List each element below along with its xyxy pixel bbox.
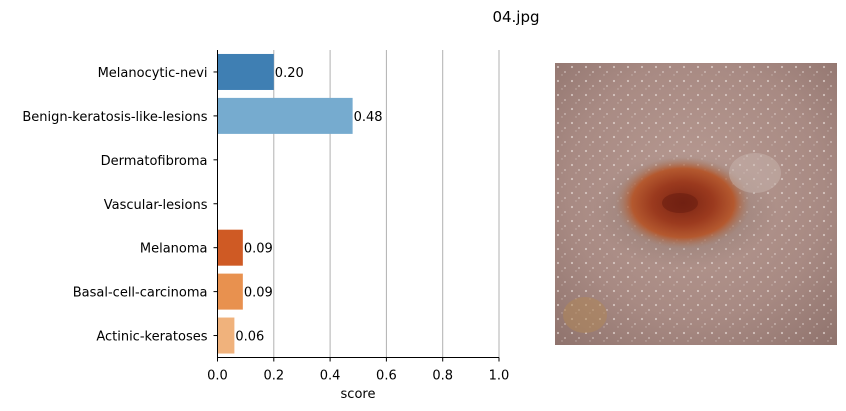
y-category-label: Vascular-lesions: [104, 198, 208, 213]
y-category-label: Basal-cell-carcinoma: [73, 286, 208, 301]
bar-value-label: 0.48: [354, 110, 383, 125]
grid-lines: [273, 50, 500, 358]
x-axis-label: score: [341, 387, 376, 402]
x-tick-label: 0.4: [320, 369, 341, 384]
y-category-label: Dermatofibroma: [101, 154, 208, 169]
y-category-label: Melanocytic-nevi: [98, 66, 208, 81]
x-tick-label: 0.2: [263, 369, 284, 384]
bar: [217, 317, 235, 354]
y-category-label: Benign-keratosis-like-lesions: [22, 110, 207, 125]
bars: [217, 53, 353, 354]
y-category-label: Actinic-keratoses: [96, 330, 207, 345]
bar-chart: 0.20 0.48 0.09 0.09 0.06 Melanocytic-nevi Ben…: [22, 50, 510, 402]
figure-title: 04.jpg: [492, 8, 540, 26]
bar: [217, 229, 243, 266]
skin-lesion-photo: [555, 63, 837, 345]
y-category-labels: Melanocytic-nevi Benign-keratosis-like-le…: [22, 66, 218, 345]
x-tick-labels: 0.0 0.2 0.4 0.6 0.8 1.0: [207, 357, 510, 384]
bar-value-label: 0.20: [275, 66, 304, 81]
x-tick-label: 0.8: [432, 369, 453, 384]
bar-value-label: 0.06: [235, 330, 264, 345]
bar: [217, 97, 353, 134]
x-tick-label: 1.0: [489, 369, 510, 384]
bar: [217, 273, 243, 310]
bar: [217, 53, 274, 90]
bar-value-label: 0.09: [244, 286, 273, 301]
x-tick-label: 0.6: [376, 369, 397, 384]
y-category-label: Melanoma: [140, 242, 208, 257]
x-tick-label: 0.0: [207, 369, 228, 384]
bar-value-label: 0.09: [244, 242, 273, 257]
bar-value-labels: 0.20 0.48 0.09 0.09 0.06: [235, 66, 382, 345]
